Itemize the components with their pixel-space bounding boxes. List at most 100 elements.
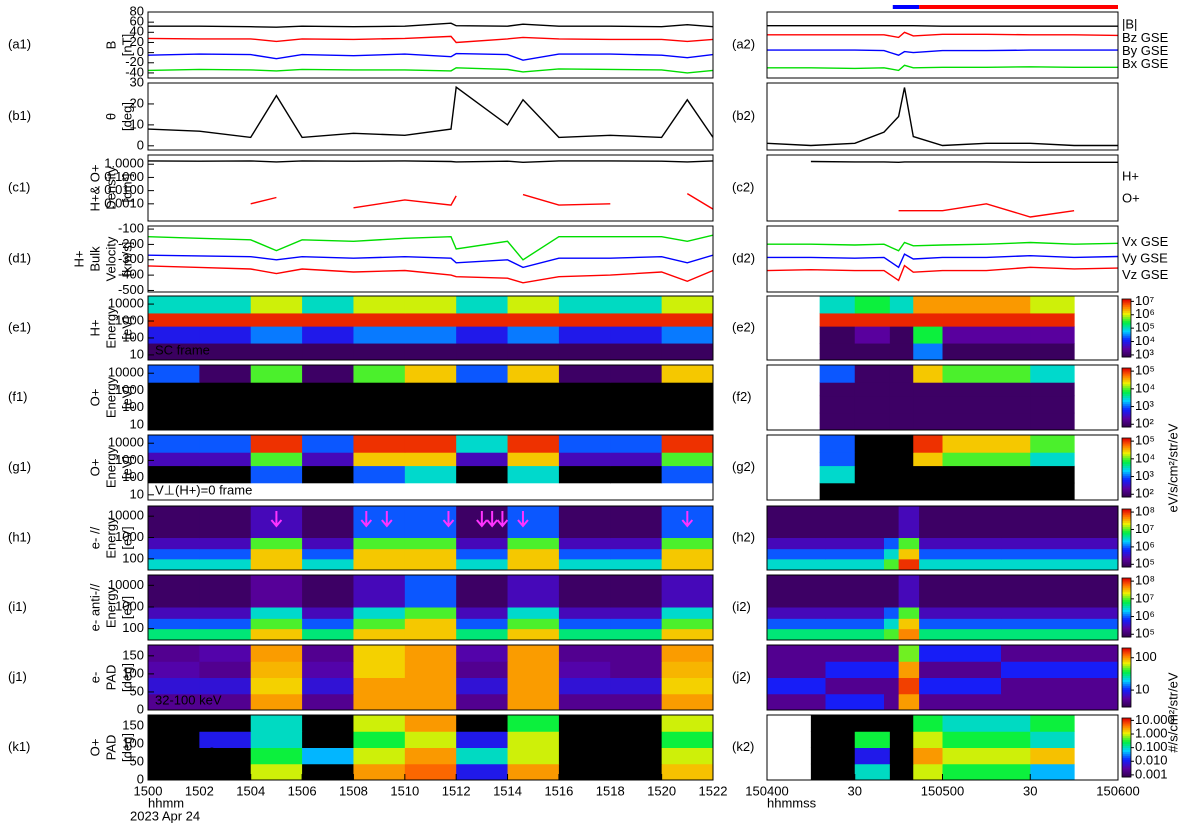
heatmap-cell [456,365,508,383]
panel-label: (g2) [732,459,755,474]
heatmap-cell [148,549,200,560]
heatmap-cell [251,645,303,662]
heatmap-cell [662,296,714,313]
x-tick-label: 1520 [647,783,676,798]
heatmap-cell [456,618,508,629]
panel-frame [148,12,713,78]
heatmap-cell [943,396,1031,414]
heatmap-cell [508,343,560,360]
heatmap-cell [251,694,303,711]
heatmap-cell [148,607,200,619]
heatmap-cell [884,678,899,695]
heatmap-cell [884,575,899,608]
heatmap-cell [251,618,303,629]
heatmap-cell [251,748,303,765]
heatmap-cell [913,326,943,343]
heatmap-cell [353,645,405,662]
heatmap-cell [199,396,251,414]
heatmap-cell [353,382,405,396]
heatmap-cell [919,575,1001,608]
colorbar-tick-label: 10⁵ [1135,626,1155,641]
heatmap-cell [559,343,611,360]
heatmap-cell [610,326,662,343]
heatmap-cell [610,466,662,484]
heatmap-cell [148,466,200,484]
heatmap-cell [610,607,662,619]
heatmap-cell [353,618,405,629]
heatmap-cell [855,483,891,501]
heatmap-cell [662,764,714,781]
heatmap-cell [251,731,303,748]
heatmap-cell [148,435,200,453]
heatmap-cell [508,538,560,550]
heatmap-cell [148,326,200,343]
colorbar-tick-label: 10³ [1135,398,1154,413]
heatmap-cell [811,748,855,765]
heatmap-cell [890,365,914,383]
heatmap-cell [353,715,405,732]
heatmap-cell [405,559,457,571]
heatmap-cell [890,764,914,781]
panel-label: (h2) [732,529,755,544]
heatmap-cell [943,343,1031,360]
interval-bar [893,5,919,9]
heatmap-cell [456,435,508,453]
panel [148,435,714,483]
heatmap-cell [662,466,714,484]
heatmap-cell [890,715,914,732]
heatmap-cell [767,506,826,538]
heatmap-cell [890,413,914,431]
heatmap-cell [353,607,405,619]
heatmap-cell [508,764,560,781]
panel-label: (a2) [732,36,755,51]
y-tick-label: 10000 [108,296,144,311]
heatmap-cell [456,452,508,466]
heatmap-cell [820,296,856,313]
heatmap-cell [1030,296,1074,313]
y-tick-label: 0.1000 [104,169,144,184]
panel [767,88,1118,146]
x-tick-label: 1506 [288,783,317,798]
heatmap-cell [508,575,560,608]
heatmap-cell [302,382,354,396]
heatmap-cell [913,365,943,383]
heatmap-cell [855,382,891,396]
panel-label: (k1) [8,739,30,754]
heatmap-cell [353,731,405,748]
heatmap-cell [919,607,1001,619]
heatmap-cell [662,661,714,678]
heatmap-cell [251,678,303,695]
series-line [148,255,713,267]
heatmap-cell [251,382,303,396]
heatmap-cell [943,296,1031,313]
panel [148,161,713,209]
heatmap-cell [610,343,662,360]
heatmap-cell [559,538,611,550]
heatmap-cell [919,559,1001,571]
x-tick-label: 150500 [921,783,964,798]
x-axis-label: 2023 Apr 24 [130,808,200,823]
heatmap-cell [899,607,920,619]
heatmap-cell [508,413,560,431]
heatmap-cell [508,731,560,748]
heatmap-cell [251,715,303,732]
panel-label: (j1) [8,669,27,684]
heatmap-cell [456,645,508,662]
heatmap-cell [1001,549,1119,560]
heatmap-cell [890,382,914,396]
heatmap-cell [610,435,662,453]
panel [148,235,713,283]
heatmap-cell [662,731,714,748]
heatmap-cell [251,313,303,327]
y-axis-label: H+& O+ [87,165,102,212]
heatmap-cell [826,575,885,608]
heatmap-cell [148,618,200,629]
heatmap-cell [890,435,914,453]
heatmap-cell [456,549,508,560]
heatmap-cell [662,452,714,466]
panel-label: (d1) [8,250,31,265]
heatmap-cell [662,559,714,571]
heatmap-cell [913,343,943,360]
x-tick-label: 1518 [596,783,625,798]
heatmap-cell [943,365,1031,383]
